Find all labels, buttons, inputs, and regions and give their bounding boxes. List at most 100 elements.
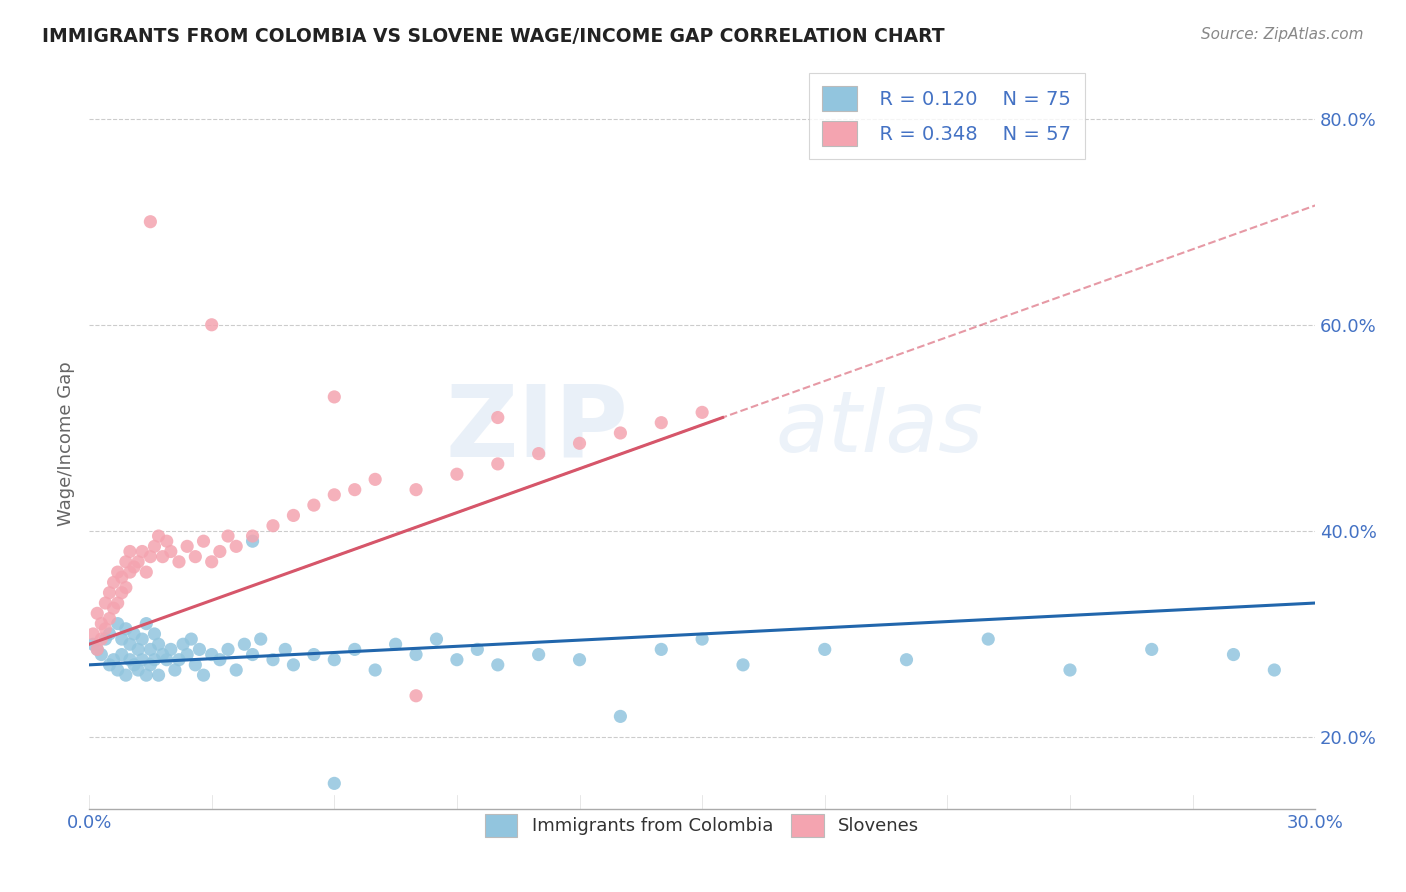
Point bbox=[814, 642, 837, 657]
Point bbox=[176, 539, 198, 553]
Point bbox=[467, 642, 489, 657]
Text: atlas: atlas bbox=[776, 387, 984, 470]
Point bbox=[135, 616, 157, 631]
Point bbox=[111, 648, 134, 662]
Point bbox=[184, 657, 207, 672]
Point bbox=[323, 488, 346, 502]
Legend: Immigrants from Colombia, Slovenes: Immigrants from Colombia, Slovenes bbox=[478, 806, 927, 844]
Text: ZIP: ZIP bbox=[446, 380, 628, 477]
Point bbox=[188, 642, 211, 657]
Point bbox=[98, 627, 121, 641]
Point bbox=[568, 653, 591, 667]
Point bbox=[152, 648, 174, 662]
Point bbox=[107, 663, 129, 677]
Point bbox=[139, 657, 162, 672]
Point bbox=[977, 632, 1000, 646]
Point bbox=[1140, 642, 1163, 657]
Point bbox=[262, 653, 284, 667]
Point bbox=[156, 534, 179, 549]
Point bbox=[527, 447, 550, 461]
Point bbox=[115, 581, 138, 595]
Point bbox=[122, 657, 145, 672]
Point bbox=[118, 565, 141, 579]
Point bbox=[107, 616, 129, 631]
Point bbox=[405, 689, 427, 703]
Point bbox=[107, 565, 129, 579]
Point bbox=[148, 637, 170, 651]
Point bbox=[384, 637, 406, 651]
Point bbox=[217, 642, 239, 657]
Point bbox=[115, 668, 138, 682]
Point bbox=[405, 483, 427, 497]
Point bbox=[405, 648, 427, 662]
Text: Source: ZipAtlas.com: Source: ZipAtlas.com bbox=[1201, 27, 1364, 42]
Point bbox=[90, 616, 112, 631]
Point bbox=[90, 632, 112, 646]
Y-axis label: Wage/Income Gap: Wage/Income Gap bbox=[58, 361, 75, 525]
Point bbox=[609, 709, 631, 723]
Point bbox=[690, 405, 713, 419]
Point bbox=[201, 318, 224, 332]
Point bbox=[274, 642, 297, 657]
Point bbox=[139, 549, 162, 564]
Point bbox=[143, 539, 166, 553]
Point bbox=[302, 648, 325, 662]
Point bbox=[111, 632, 134, 646]
Point bbox=[122, 627, 145, 641]
Point bbox=[98, 585, 121, 599]
Point bbox=[343, 483, 366, 497]
Text: IMMIGRANTS FROM COLOMBIA VS SLOVENE WAGE/INCOME GAP CORRELATION CHART: IMMIGRANTS FROM COLOMBIA VS SLOVENE WAGE… bbox=[42, 27, 945, 45]
Point bbox=[131, 632, 153, 646]
Point bbox=[131, 544, 153, 558]
Point bbox=[127, 555, 149, 569]
Point bbox=[446, 653, 468, 667]
Point bbox=[152, 549, 174, 564]
Point bbox=[103, 575, 125, 590]
Point bbox=[167, 653, 190, 667]
Point bbox=[242, 648, 264, 662]
Point bbox=[118, 544, 141, 558]
Point bbox=[323, 776, 346, 790]
Point bbox=[568, 436, 591, 450]
Point bbox=[262, 518, 284, 533]
Point bbox=[139, 215, 162, 229]
Point bbox=[364, 472, 387, 486]
Point bbox=[143, 653, 166, 667]
Point bbox=[107, 596, 129, 610]
Point bbox=[82, 627, 104, 641]
Point bbox=[193, 668, 215, 682]
Point bbox=[1059, 663, 1081, 677]
Point bbox=[650, 416, 672, 430]
Point bbox=[208, 544, 231, 558]
Point bbox=[94, 596, 117, 610]
Point bbox=[731, 657, 754, 672]
Point bbox=[172, 637, 194, 651]
Point bbox=[86, 642, 108, 657]
Point bbox=[135, 668, 157, 682]
Point bbox=[135, 565, 157, 579]
Point bbox=[167, 555, 190, 569]
Point bbox=[486, 457, 509, 471]
Point bbox=[302, 498, 325, 512]
Point bbox=[115, 622, 138, 636]
Point bbox=[90, 648, 112, 662]
Point bbox=[86, 642, 108, 657]
Point bbox=[343, 642, 366, 657]
Point bbox=[159, 642, 181, 657]
Point bbox=[180, 632, 202, 646]
Point bbox=[111, 570, 134, 584]
Point bbox=[323, 390, 346, 404]
Point bbox=[103, 653, 125, 667]
Point bbox=[249, 632, 271, 646]
Point bbox=[486, 657, 509, 672]
Point bbox=[283, 657, 305, 672]
Point bbox=[143, 627, 166, 641]
Point bbox=[486, 410, 509, 425]
Point bbox=[103, 601, 125, 615]
Point bbox=[609, 425, 631, 440]
Point bbox=[148, 529, 170, 543]
Point bbox=[208, 653, 231, 667]
Point bbox=[242, 529, 264, 543]
Point bbox=[148, 668, 170, 682]
Point bbox=[201, 555, 224, 569]
